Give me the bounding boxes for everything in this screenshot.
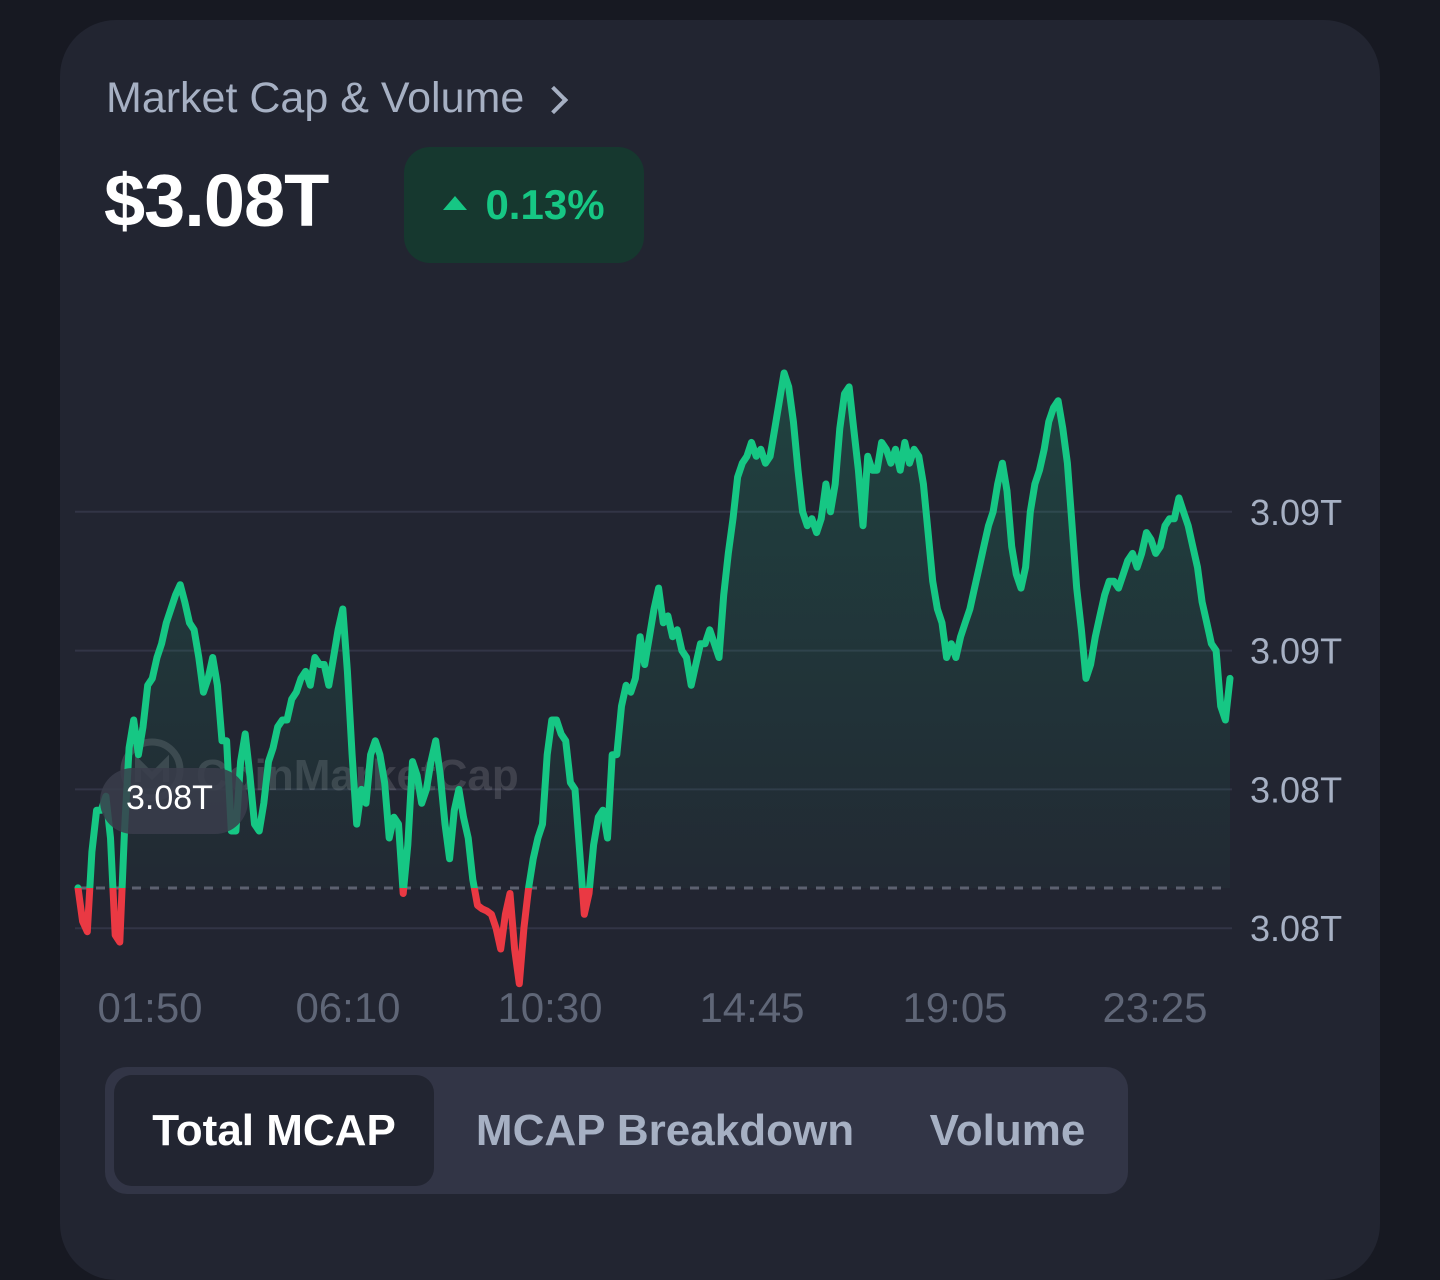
change-percent: 0.13%	[485, 181, 605, 228]
header-title: Market Cap & Volume	[106, 74, 525, 122]
total-market-cap-value: $3.08T	[104, 159, 329, 242]
tab-total-mcap[interactable]: Total MCAP	[114, 1075, 434, 1186]
chart-tabs: Total MCAP MCAP Breakdown Volume	[105, 1067, 1128, 1194]
tab-mcap-breakdown[interactable]: MCAP Breakdown	[475, 1105, 855, 1155]
change-badge: 0.13%	[404, 147, 644, 263]
tab-volume[interactable]: Volume	[929, 1105, 1086, 1155]
market-cap-volume-link[interactable]: Market Cap & Volume	[106, 74, 569, 123]
triangle-up-icon	[443, 196, 468, 210]
chevron-right-icon	[540, 85, 569, 114]
